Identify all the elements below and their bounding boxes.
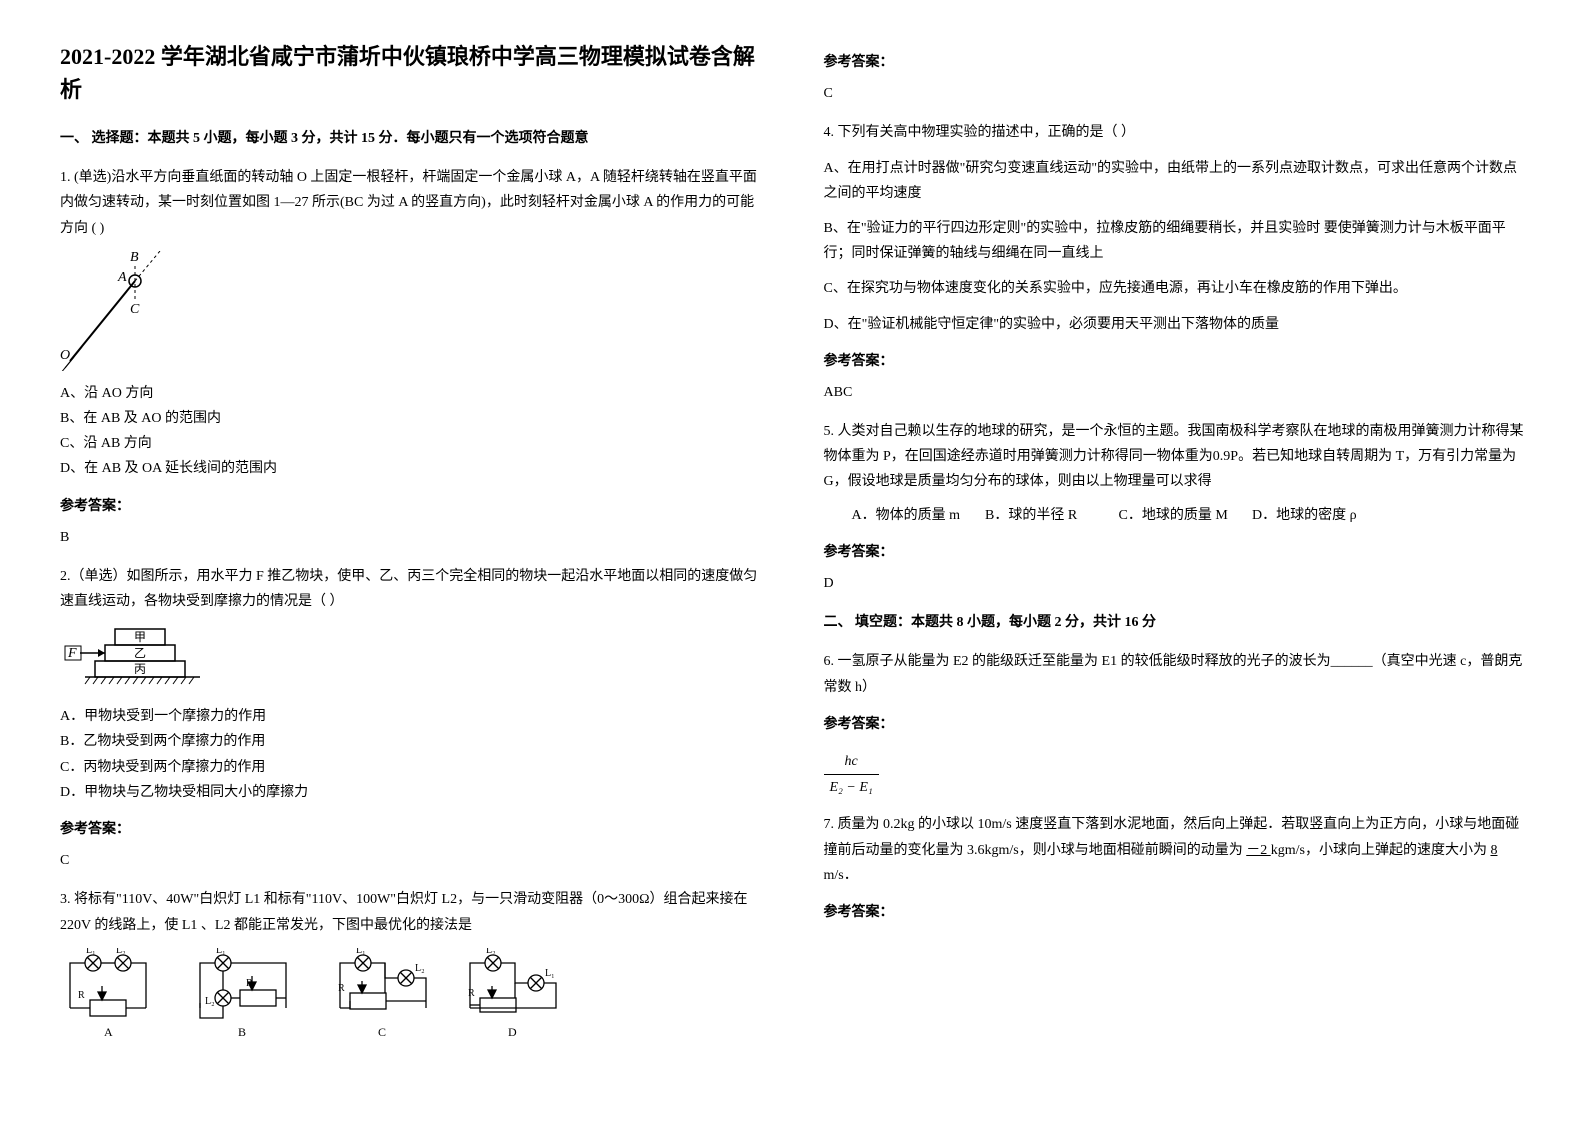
q6-formula: hc E₂ − E₁ <box>824 749 1528 800</box>
q3-stem: 3. 将标有"110V、40W"白炽灯 L1 和标有"110V、100W"白炽灯… <box>60 887 764 937</box>
q5-stem: 5. 人类对自己赖以生存的地球的研究，是一个永恒的主题。我国南极科学考察队在地球… <box>824 419 1528 495</box>
svg-text:A: A <box>104 1025 113 1039</box>
q2-optB: B．乙物块受到两个摩擦力的作用 <box>60 729 764 754</box>
q5-optC: C．地球的质量 M <box>1119 503 1249 528</box>
question-1: 1. (单选)沿水平方向垂直纸面的转动轴 O 上固定一根轻杆，杆端固定一个金属小… <box>60 165 764 481</box>
q1-figure: B A C O <box>60 251 180 371</box>
svg-text:L₂: L₂ <box>415 963 425 974</box>
q7-blank1: －2 <box>1246 843 1271 858</box>
q4-optA: A、在用打点计时器做"研究匀变速直线运动"的实验中，由纸带上的一系列点迹取计数点… <box>824 156 1528 206</box>
q6-frac-bottom: E₂ − E₁ <box>824 775 879 800</box>
svg-text:R: R <box>468 988 475 999</box>
q5-optB: B．球的半径 R <box>985 503 1115 528</box>
q5-optA: A．物体的质量 m <box>852 503 982 528</box>
svg-text:R: R <box>338 983 345 994</box>
svg-text:L₁: L₁ <box>545 968 555 979</box>
q2-optC: C．丙物块受到两个摩擦力的作用 <box>60 755 764 780</box>
q2-F: F <box>67 646 77 661</box>
svg-text:L₁: L₁ <box>356 948 366 956</box>
question-2: 2.（单选）如图所示，用水平力 F 推乙物块，使甲、乙、丙三个完全相同的物块一起… <box>60 564 764 805</box>
q1-optB: B、在 AB 及 AO 的范围内 <box>60 406 764 431</box>
q2-answer-label: 参考答案： <box>60 817 764 842</box>
q5-answer-label: 参考答案： <box>824 540 1528 565</box>
q6-frac-top: hc <box>824 749 879 775</box>
svg-text:L₂: L₂ <box>486 948 496 956</box>
svg-text:C: C <box>378 1025 386 1039</box>
q3-answer-label: 参考答案： <box>824 50 1528 75</box>
q4-optD: D、在"验证机械能守恒定律"的实验中，必须要用天平测出下落物体的质量 <box>824 312 1528 337</box>
question-5: 5. 人类对自己赖以生存的地球的研究，是一个永恒的主题。我国南极科学考察队在地球… <box>824 419 1528 528</box>
svg-text:L₁: L₁ <box>216 948 226 956</box>
svg-text:L₂: L₂ <box>116 948 126 956</box>
q2-optD: D．甲物块与乙物块受相同大小的摩擦力 <box>60 780 764 805</box>
q4-answer: ABC <box>824 380 1528 405</box>
q2-jia: 甲 <box>134 630 146 644</box>
q5-optD: D．地球的密度 ρ <box>1252 503 1382 528</box>
q1-answer: B <box>60 525 764 550</box>
q1-optA: A、沿 AO 方向 <box>60 381 764 406</box>
q7-stem-c: m/s． <box>824 868 858 883</box>
q2-yi: 乙 <box>134 646 146 660</box>
section2-header: 二、 填空题：本题共 8 小题，每小题 2 分，共计 16 分 <box>824 610 1528 635</box>
q6-answer-label: 参考答案： <box>824 712 1528 737</box>
q2-bing: 丙 <box>134 662 146 676</box>
q1-optC: C、沿 AB 方向 <box>60 431 764 456</box>
svg-text:L₂: L₂ <box>205 996 215 1007</box>
q1-label-A: A <box>117 270 127 285</box>
q1-stem: 1. (单选)沿水平方向垂直纸面的转动轴 O 上固定一根轻杆，杆端固定一个金属小… <box>60 165 764 241</box>
q4-answer-label: 参考答案： <box>824 349 1528 374</box>
svg-text:B: B <box>238 1025 246 1039</box>
q2-optA: A．甲物块受到一个摩擦力的作用 <box>60 704 764 729</box>
q1-label-C: C <box>130 302 140 317</box>
section1-header: 一、 选择题：本题共 5 小题，每小题 3 分，共计 15 分．每小题只有一个选… <box>60 126 764 151</box>
question-6: 6. 一氢原子从能量为 E2 的能级跃迁至能量为 E1 的较低能级时释放的光子的… <box>824 649 1528 699</box>
q7-answer-label: 参考答案： <box>824 900 1528 925</box>
svg-text:R: R <box>246 978 253 989</box>
svg-text:D: D <box>508 1025 517 1039</box>
q2-figure: 甲 乙 F 丙 <box>60 624 220 694</box>
svg-text:R: R <box>78 990 85 1001</box>
q4-stem: 4. 下列有关高中物理实验的描述中，正确的是（ ） <box>824 120 1528 145</box>
question-3: 3. 将标有"110V、40W"白炽灯 L1 和标有"110V、100W"白炽灯… <box>60 887 764 1047</box>
question-4: 4. 下列有关高中物理实验的描述中，正确的是（ ） A、在用打点计时器做"研究匀… <box>824 120 1528 336</box>
q3-answer: C <box>824 81 1528 106</box>
q7-blank2: 8 <box>1490 843 1497 858</box>
svg-text:L₁: L₁ <box>86 948 96 956</box>
q2-answer: C <box>60 848 764 873</box>
q3-figure: L₁ L₂ R A L₁ <box>60 948 580 1048</box>
q1-label-B: B <box>130 251 139 265</box>
q2-stem: 2.（单选）如图所示，用水平力 F 推乙物块，使甲、乙、丙三个完全相同的物块一起… <box>60 564 764 614</box>
q7-stem-b: kgm/s，小球向上弹起的速度大小为 <box>1271 843 1487 858</box>
q1-optD: D、在 AB 及 OA 延长线间的范围内 <box>60 456 764 481</box>
page-title: 2021-2022 学年湖北省咸宁市蒲圻中伙镇琅桥中学高三物理模拟试卷含解析 <box>60 40 764 106</box>
q4-optB: B、在"验证力的平行四边形定则"的实验中，拉橡皮筋的细绳要稍长，并且实验时 要使… <box>824 216 1528 266</box>
question-7: 7. 质量为 0.2kg 的小球以 10m/s 速度竖直下落到水泥地面，然后向上… <box>824 812 1528 888</box>
q6-stem: 6. 一氢原子从能量为 E2 的能级跃迁至能量为 E1 的较低能级时释放的光子的… <box>824 649 1528 699</box>
q1-label-O: O <box>60 348 70 363</box>
q4-optC: C、在探究功与物体速度变化的关系实验中，应先接通电源，再让小车在橡皮筋的作用下弹… <box>824 276 1528 301</box>
q1-answer-label: 参考答案： <box>60 494 764 519</box>
q5-answer: D <box>824 571 1528 596</box>
